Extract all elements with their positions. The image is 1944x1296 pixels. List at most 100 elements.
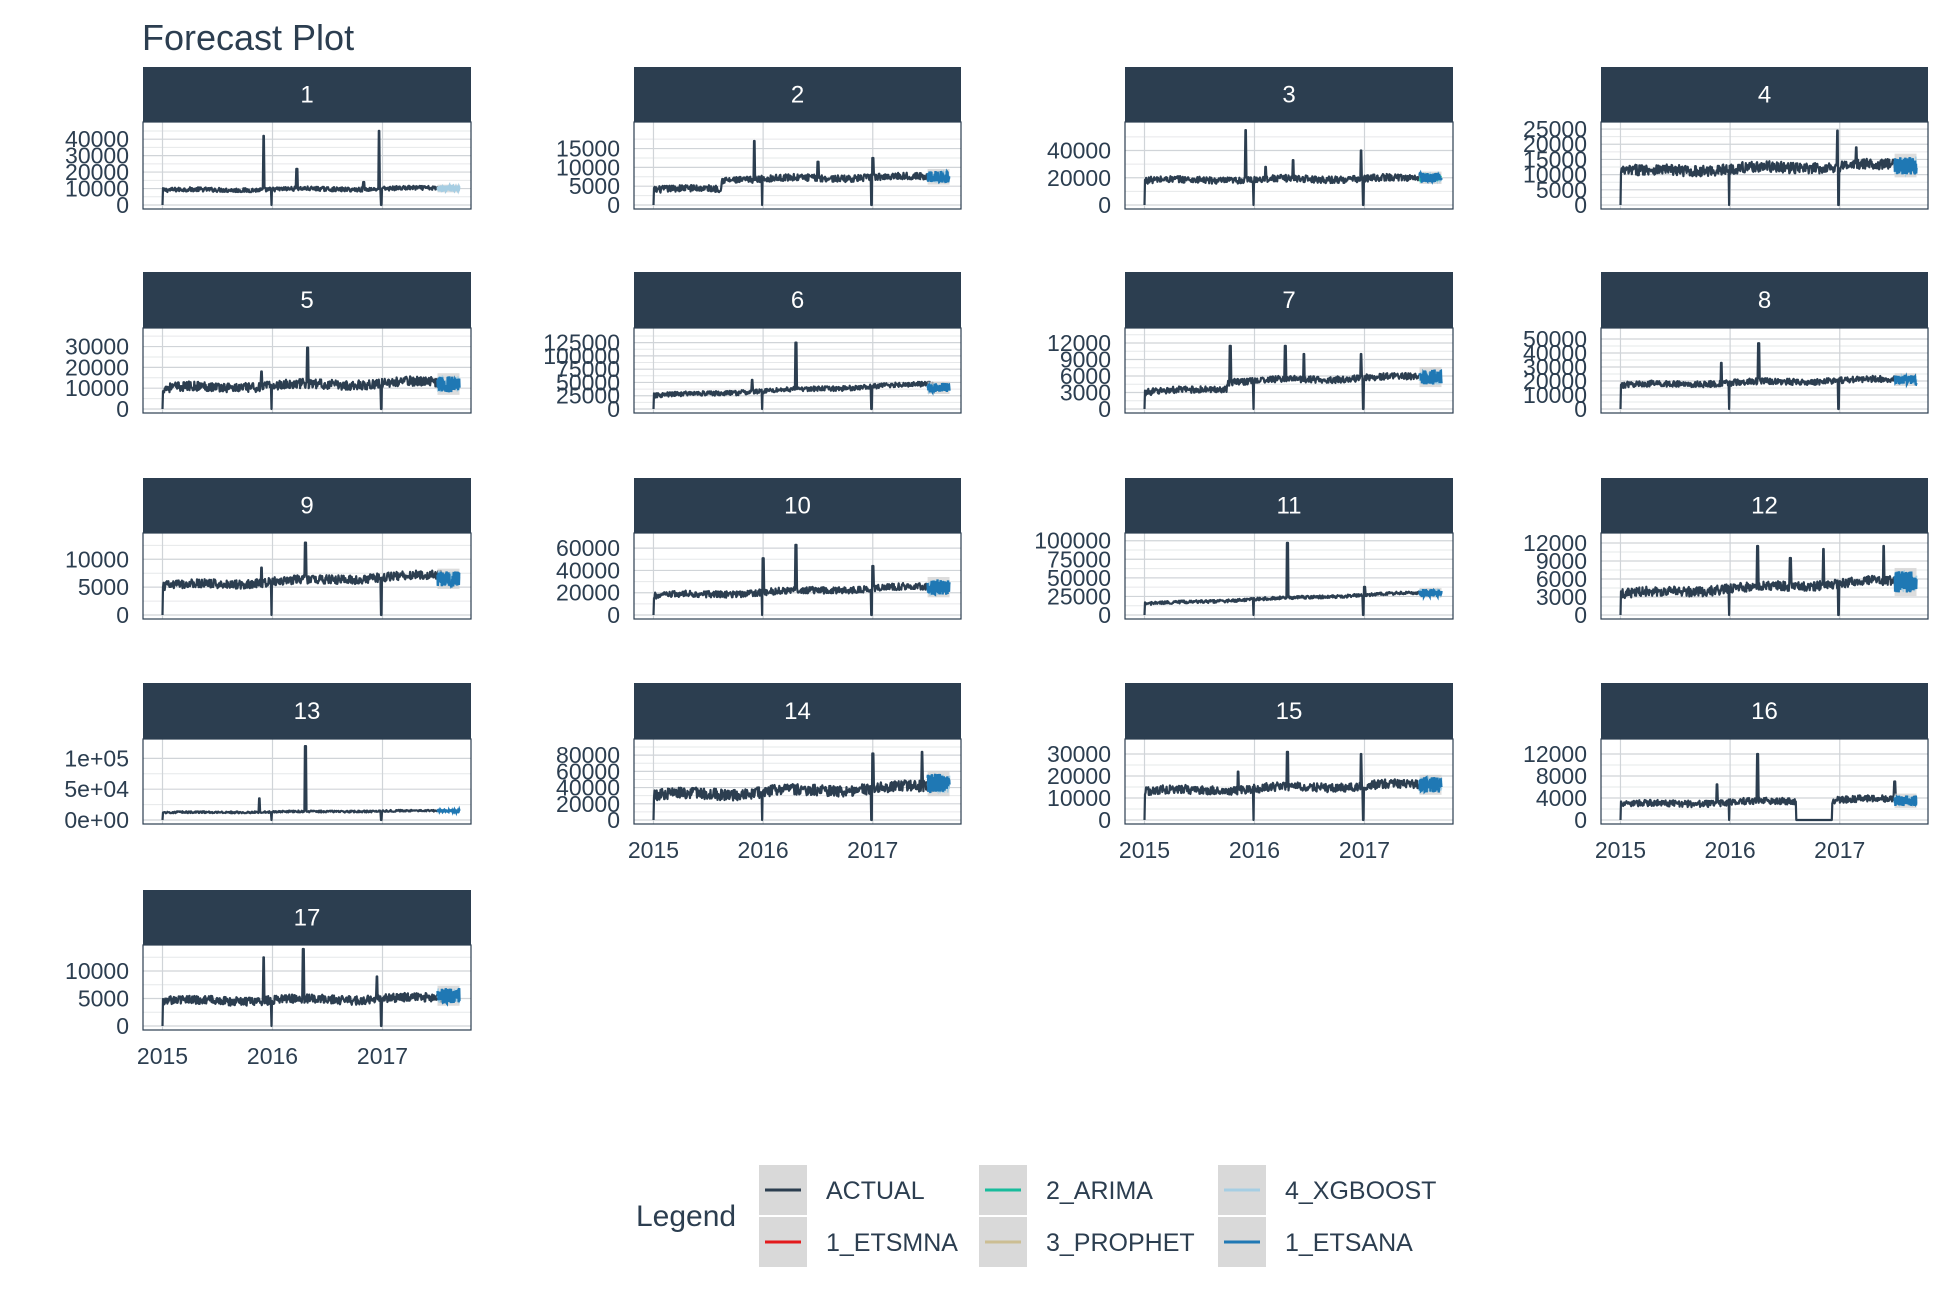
facet-strip [143, 890, 471, 945]
y-tick-label: 0 [607, 602, 620, 628]
actual-series-line [161, 745, 445, 822]
legend-key-actual: ACTUAL [759, 1165, 925, 1215]
panel-border [1124, 327, 1454, 414]
facet-strip [143, 67, 471, 122]
y-tick-label: 60000 [556, 535, 620, 561]
series-group [1619, 129, 1918, 207]
y-tick-label: 125000 [543, 330, 620, 356]
x-tick-label: 2016 [1705, 837, 1756, 863]
facet-strip-label: 3 [1282, 82, 1295, 109]
y-tick-label: 50000 [1047, 565, 1111, 591]
y-tick-label: 5000 [78, 574, 129, 600]
facet-strip-label: 11 [1277, 493, 1302, 520]
x-tick-label: 2017 [1339, 837, 1390, 863]
facet-strip-label: 4 [1758, 82, 1771, 109]
facet-strip-label: 14 [784, 698, 811, 725]
series-group [1619, 752, 1918, 822]
series-group [161, 947, 461, 1028]
series-group [1143, 750, 1443, 822]
legend-label: ACTUAL [826, 1177, 925, 1205]
y-tick-label: 40000 [556, 557, 620, 583]
series-group [652, 543, 951, 617]
y-tick-label: 60000 [556, 758, 620, 784]
chart-title: Forecast Plot [142, 17, 354, 58]
facet-strip-label: 15 [1276, 698, 1303, 725]
y-tick-label: 30000 [1523, 354, 1587, 380]
y-tick-label: 10000 [65, 375, 129, 401]
y-tick-label: 40000 [1047, 138, 1111, 164]
x-tick-label: 2016 [738, 837, 789, 863]
panel-border [1124, 532, 1454, 620]
facet-strip [1125, 272, 1453, 328]
y-tick-label: 20000 [556, 791, 620, 817]
facet-strip [1601, 478, 1928, 533]
y-tick-label: 12000 [1047, 330, 1111, 356]
y-tick-label: 12000 [1523, 741, 1587, 767]
legend-keys: ACTUAL 1_ETSMNA 2_ARIMA 3_PROPHET 4_XGBOOST 1… [759, 1165, 1436, 1267]
y-tick-label: 0 [1098, 396, 1111, 422]
actual-series-line [652, 139, 935, 207]
y-tick-label: 40000 [556, 775, 620, 801]
panel-border [1600, 532, 1929, 620]
series-group [1619, 342, 1918, 411]
actual-series-line [652, 341, 935, 411]
forecast-main-line [1893, 571, 1918, 593]
actual-series-line [1619, 342, 1902, 411]
forecast-main-line [1418, 775, 1443, 795]
y-tick-label: 20000 [1047, 165, 1111, 191]
y-tick-label: 1e+05 [64, 745, 129, 771]
actual-series-line [161, 129, 444, 207]
facet-strip-label: 5 [300, 287, 313, 314]
y-tick-label: 15000 [1523, 146, 1587, 172]
y-tick-label: 0 [116, 396, 129, 422]
x-tick-label: 2015 [137, 1043, 188, 1069]
facet-strip [1601, 67, 1928, 122]
forecast-main-line [1893, 794, 1918, 808]
facet-strip-label: 8 [1758, 287, 1771, 314]
y-tick-label: 0 [1574, 396, 1587, 422]
forecast-main-line [1893, 372, 1918, 389]
y-tick-label: 20000 [1523, 131, 1587, 157]
y-tick-label: 0 [1574, 807, 1587, 833]
forecast-main-line [926, 773, 951, 794]
forecast-main-line [926, 381, 951, 396]
legend-label: 3_PROPHET [1046, 1229, 1195, 1257]
y-tick-label: 0 [116, 1013, 129, 1039]
facet-strip-label: 10 [784, 493, 811, 520]
x-tick-label: 2016 [1229, 837, 1280, 863]
y-tick-label: 10000 [65, 958, 129, 984]
panel-border [1600, 121, 1929, 210]
y-tick-label: 0 [116, 192, 129, 218]
forecast-main-line [436, 181, 461, 195]
forecast-main-line [436, 571, 461, 589]
y-tick-label: 3000 [1060, 380, 1111, 406]
facet-strip-label: 17 [294, 905, 321, 932]
y-tick-label: 5000 [78, 986, 129, 1012]
y-tick-label: 5000 [569, 173, 620, 199]
panel-border [1600, 738, 1929, 825]
y-tick-label: 0 [607, 192, 620, 218]
y-tick-label: 10000 [1523, 162, 1587, 188]
y-tick-label: 10000 [1047, 785, 1111, 811]
forecast-main-line [436, 987, 461, 1007]
facet-strip-label: 16 [1751, 698, 1778, 725]
panel-border [1124, 121, 1454, 210]
facet-strip [1601, 272, 1928, 328]
gridlines [1601, 122, 1928, 209]
legend-key-2-arima: 2_ARIMA [979, 1165, 1153, 1215]
y-tick-label: 3000 [1536, 584, 1587, 610]
series-group [652, 750, 951, 822]
panel-border [633, 121, 962, 210]
y-tick-label: 6000 [1060, 363, 1111, 389]
y-tick-label: 10000 [556, 154, 620, 180]
facet-strip-label: 6 [791, 287, 804, 314]
series-group [161, 346, 461, 411]
actual-series-line [1143, 750, 1427, 822]
